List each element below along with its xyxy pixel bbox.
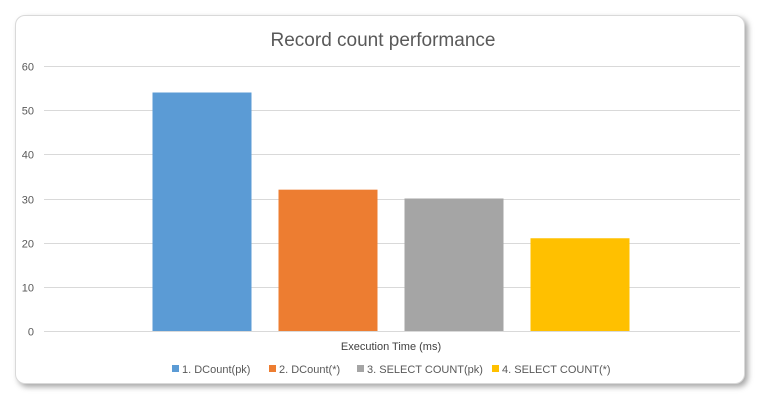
y-tick-label: 50	[22, 106, 34, 118]
legend-label: 4. SELECT COUNT(*)	[502, 364, 611, 376]
chart-title: Record count performance	[271, 30, 496, 51]
bars	[152, 92, 630, 331]
bar	[152, 92, 252, 331]
y-tick-label: 20	[22, 239, 34, 251]
legend-label: 2. DCount(*)	[279, 364, 340, 376]
y-axis-ticks: 0 10 20 30 40 50 60	[22, 62, 34, 339]
bar	[404, 198, 504, 331]
y-tick-label: 30	[22, 195, 34, 207]
y-tick-label: 60	[22, 62, 34, 74]
legend-swatch	[492, 365, 499, 372]
legend-swatch	[269, 365, 276, 372]
legend-swatch	[172, 365, 179, 372]
y-tick-label: 40	[22, 150, 34, 162]
legend-label: 3. SELECT COUNT(pk)	[367, 364, 483, 376]
bar	[530, 238, 630, 331]
bar	[278, 189, 378, 331]
legend-swatch	[357, 365, 364, 372]
legend-label: 1. DCount(pk)	[182, 364, 250, 376]
x-axis-label: Execution Time (ms)	[341, 341, 441, 353]
gridlines	[44, 66, 740, 332]
y-tick-label: 10	[22, 283, 34, 295]
y-tick-label: 0	[28, 327, 34, 339]
legend: 1. DCount(pk) 2. DCount(*) 3. SELECT COUNT…	[172, 364, 611, 376]
